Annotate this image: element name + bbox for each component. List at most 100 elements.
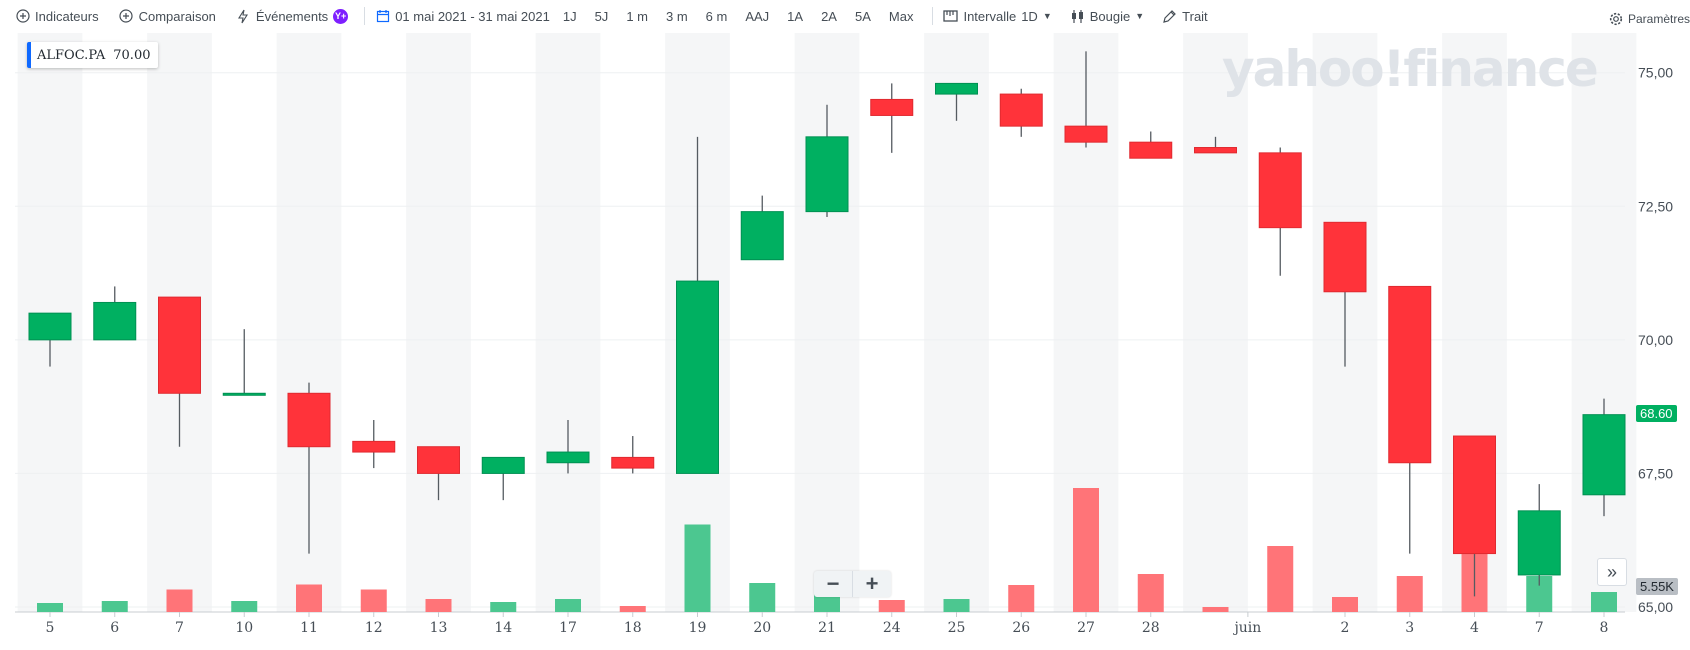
x-tick-label: 11: [300, 620, 318, 636]
indicators-label: Indicateurs: [35, 8, 99, 24]
candle-body: [1323, 221, 1367, 293]
events-button[interactable]: Événements Y+: [236, 8, 349, 24]
candles: [28, 51, 1626, 597]
x-tick-label: 7: [175, 620, 184, 636]
candle-body: [740, 211, 784, 261]
volume-bar: [1267, 546, 1294, 612]
x-tick-label: 25: [948, 620, 966, 636]
volume-bar: [1396, 576, 1423, 612]
zoom-in-button[interactable]: +: [865, 571, 879, 596]
x-tick-label: 28: [1142, 620, 1160, 636]
range-button[interactable]: 1J: [562, 8, 577, 24]
volume-bar: [490, 602, 517, 612]
interval-label: Intervalle: [963, 8, 1017, 24]
settings-button[interactable]: Paramètres: [1609, 11, 1690, 26]
day-band: [1183, 33, 1248, 612]
x-tick-label: 5: [46, 620, 55, 636]
volume-bar: [619, 606, 646, 612]
x-tick-label: 13: [430, 620, 448, 636]
candle-body: [481, 456, 525, 474]
x-tick-label: 21: [818, 620, 836, 636]
range-selector: 1J 5J 1 m 3 m 6 m AAJ 1A 2A 5A Max: [554, 9, 923, 24]
candle-body: [935, 82, 978, 95]
volume-bar: [425, 599, 452, 612]
candle-body: [1194, 147, 1237, 154]
volume-bar: [1202, 607, 1229, 612]
x-tick-label: 2: [1341, 620, 1350, 636]
lightning-icon: [236, 9, 251, 24]
x-tick-label: 17: [559, 620, 577, 636]
draw-button[interactable]: Trait: [1162, 9, 1208, 24]
x-tick-label: 8: [1600, 620, 1609, 636]
x-tick-label: 20: [753, 620, 771, 636]
x-tick-label: 26: [1012, 620, 1030, 636]
date-range-button[interactable]: 01 mai 2021 - 31 mai 2021: [375, 9, 550, 24]
chevron-down-icon: ▼: [1135, 11, 1145, 21]
candle-body: [222, 392, 266, 396]
range-button[interactable]: 3 m: [665, 8, 688, 24]
divider: [932, 7, 934, 25]
zoom-controls: − +: [814, 571, 891, 597]
last-volume-badge: 5.55K: [1636, 578, 1678, 595]
x-tick-label: 10: [235, 620, 253, 636]
symbol-legend[interactable]: ALFOC.PA 70.00: [27, 42, 159, 68]
volume-bar: [101, 601, 128, 612]
x-tick-label: 19: [689, 620, 707, 636]
candle-body: [805, 136, 849, 213]
volume-bar: [37, 603, 63, 612]
x-axis: 5 6 7 10 11 12 13 14 17 18 19 20 21 24 25 26 27 28 juin 2 3 4…: [46, 612, 1609, 636]
candle-body: [1129, 141, 1173, 159]
candle-body: [417, 446, 460, 474]
range-button[interactable]: 1A: [787, 8, 804, 24]
y-tick-label: 70,00: [1638, 332, 1673, 348]
volume-bars: [37, 488, 1617, 612]
settings-label: Paramètres: [1627, 11, 1690, 26]
comparison-button[interactable]: Comparaison: [119, 9, 216, 24]
y-tick-label: 65,00: [1638, 599, 1673, 615]
x-tick-label: 18: [624, 620, 642, 636]
x-tick-label: 6: [110, 620, 119, 636]
range-button[interactable]: 1 m: [626, 8, 648, 24]
candle-body: [999, 93, 1043, 127]
pencil-icon: [1162, 9, 1177, 24]
range-button[interactable]: AAJ: [745, 8, 770, 24]
volume-bar: [360, 589, 387, 612]
candle-body: [1453, 435, 1496, 555]
candle-body: [287, 392, 331, 448]
candle-body: [1388, 285, 1432, 464]
zoom-out-button[interactable]: −: [814, 571, 853, 597]
x-tick-label: 4: [1470, 620, 1479, 636]
volume-bar: [943, 599, 970, 612]
scroll-to-latest-button[interactable]: »: [1597, 558, 1627, 586]
day-band: [535, 33, 601, 612]
interval-dropdown[interactable]: Intervalle 1D ▼: [943, 8, 1052, 24]
divider: [364, 7, 366, 25]
volume-bar: [555, 599, 581, 612]
range-button[interactable]: 5J: [594, 8, 609, 24]
chart-type-dropdown[interactable]: Bougie ▼: [1070, 9, 1144, 24]
candle-body: [676, 280, 719, 474]
candle-body: [28, 312, 72, 341]
candle-body: [93, 301, 137, 341]
yahoo-plus-badge: Y+: [333, 8, 349, 24]
range-button[interactable]: Max: [888, 8, 914, 24]
volume-bar: [684, 524, 711, 612]
candle-body: [870, 98, 914, 116]
range-button[interactable]: 2A: [821, 8, 837, 24]
range-button[interactable]: 6 m: [705, 8, 728, 24]
range-button[interactable]: 5A: [854, 8, 871, 24]
indicators-button[interactable]: Indicateurs: [15, 9, 99, 24]
volume-bar: [1137, 574, 1164, 612]
plus-circle-icon: [15, 9, 30, 24]
x-tick-label: 3: [1405, 620, 1414, 636]
last-price-badge: 68.60: [1636, 404, 1677, 422]
x-tick-label: juin: [1232, 620, 1261, 636]
candle-body: [1517, 510, 1561, 576]
day-band: [406, 33, 471, 612]
candle-body: [158, 296, 201, 394]
volume-bar: [878, 600, 905, 612]
volume-bar: [749, 583, 776, 612]
events-label: Événements: [255, 8, 329, 24]
volume-bar: [166, 589, 193, 612]
